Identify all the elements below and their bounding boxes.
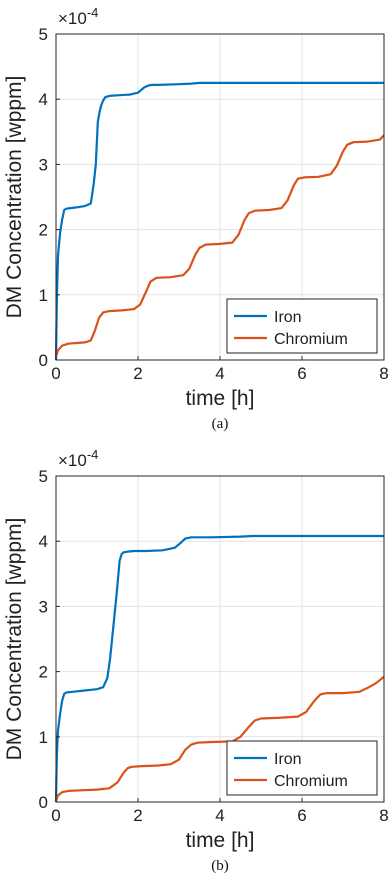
legend-box <box>226 298 378 354</box>
x-axis-title: time [h] <box>186 829 255 852</box>
y-tick-label: 2 <box>39 221 48 240</box>
x-tick-label: 4 <box>215 364 224 383</box>
figure-caption: (b) <box>211 858 229 874</box>
y-tick-label: 1 <box>39 728 48 747</box>
legend-label: Iron <box>274 751 302 768</box>
y-axis-title: DM Concentration [wppm] <box>3 76 26 319</box>
x-tick-label: 0 <box>51 364 60 383</box>
x-tick-label: 8 <box>379 806 388 825</box>
x-tick-label: 6 <box>297 364 306 383</box>
y-tick-label: 5 <box>39 467 48 486</box>
y-tick-label: 3 <box>39 597 48 616</box>
series-line-chromium <box>54 675 385 802</box>
y-tick-label: 0 <box>39 793 48 812</box>
series-line-iron <box>54 81 384 361</box>
x-tick-label: 2 <box>133 364 142 383</box>
y-tick-label: 4 <box>39 532 48 551</box>
chart-a: 0 2 4 6 8 0 1 2 3 4 5 ×10-4 time [h] DM Concentration… <box>3 5 389 432</box>
y-tick-label: 2 <box>39 663 48 682</box>
chart-b: 0 2 4 6 8 0 1 2 3 4 5 ×10-4 time [h] DM Concentration… <box>3 447 389 874</box>
y-tick-label: 5 <box>39 25 48 44</box>
axis-multiplier: ×10-4 <box>58 5 98 28</box>
x-axis-title: time [h] <box>186 387 255 410</box>
x-tick-label: 8 <box>379 364 388 383</box>
y-tick-label: 0 <box>39 351 48 370</box>
y-tick-label: 3 <box>39 155 48 174</box>
x-tick-label: 0 <box>51 806 60 825</box>
legend-box <box>226 740 378 796</box>
figure-caption: (a) <box>212 416 229 432</box>
y-tick-label: 1 <box>39 286 48 305</box>
y-axis-title: DM Concentration [wppm] <box>3 518 26 761</box>
x-tick-label: 2 <box>133 806 142 825</box>
legend-label: Chromium <box>274 331 348 348</box>
y-tick-label: 4 <box>39 90 48 109</box>
series-line-chromium <box>54 134 385 358</box>
legend-label: Chromium <box>274 773 348 790</box>
x-tick-label: 4 <box>215 806 224 825</box>
series-line-iron <box>54 534 384 803</box>
axis-multiplier: ×10-4 <box>58 447 98 470</box>
x-tick-label: 6 <box>297 806 306 825</box>
legend-label: Iron <box>274 309 302 326</box>
